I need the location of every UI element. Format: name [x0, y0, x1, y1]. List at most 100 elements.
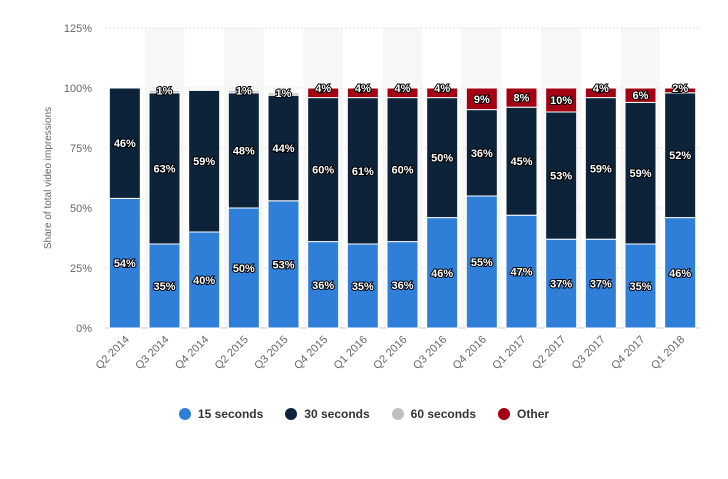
- bar-segment[interactable]: [465, 87, 498, 111]
- bar-segment[interactable]: [307, 241, 340, 329]
- bar-segment[interactable]: [346, 87, 379, 99]
- legend-item[interactable]: 15 seconds: [178, 407, 264, 421]
- x-tick-label: Q1 2017: [490, 334, 528, 372]
- legend-marker-icon: [285, 408, 298, 420]
- bar-segment[interactable]: [545, 238, 578, 329]
- bar-segment[interactable]: [465, 195, 498, 329]
- bar-segment[interactable]: [584, 97, 617, 240]
- bar-segment[interactable]: [267, 200, 300, 329]
- data-label: 4%: [315, 83, 331, 95]
- data-label: 60%: [391, 165, 413, 177]
- bar-segment[interactable]: [227, 92, 260, 209]
- bar-segment[interactable]: [188, 89, 221, 233]
- bar-segment[interactable]: [307, 87, 340, 99]
- bar-segment[interactable]: [664, 217, 697, 329]
- bar-segment[interactable]: [148, 89, 181, 94]
- bar-segment[interactable]: [426, 217, 459, 329]
- data-label: 37%: [590, 279, 612, 291]
- legend: 15 seconds 30 seconds 60 seconds Other: [0, 407, 728, 421]
- x-tick-label: Q2 2017: [530, 334, 568, 372]
- data-label: 1%: [236, 85, 252, 97]
- bar-segment[interactable]: [148, 243, 181, 329]
- legend-label: 30 seconds: [304, 407, 370, 421]
- bar-segment[interactable]: [346, 243, 379, 329]
- bar-segment[interactable]: [267, 92, 300, 96]
- bar-segment[interactable]: [664, 92, 697, 219]
- data-label: 46%: [431, 268, 453, 280]
- x-tick-label: Q4 2015: [292, 334, 330, 372]
- y-tick-label: 125%: [64, 23, 92, 35]
- bar-segment[interactable]: [584, 238, 617, 329]
- data-label: 4%: [434, 83, 450, 95]
- bar-segment[interactable]: [624, 243, 657, 329]
- y-tick-label: 75%: [70, 143, 92, 155]
- data-label: 4%: [593, 83, 609, 95]
- bar-segment[interactable]: [108, 87, 141, 199]
- x-tick-label: Q2 2016: [371, 334, 409, 372]
- bar-segment[interactable]: [624, 101, 657, 245]
- y-tick-label: 50%: [70, 203, 92, 215]
- y-tick-label: 25%: [70, 263, 92, 275]
- legend-marker-icon: [391, 408, 404, 420]
- x-tick-label: Q3 2016: [411, 334, 449, 372]
- x-tick-label: Q3 2017: [570, 334, 608, 372]
- bar-segment[interactable]: [505, 214, 538, 329]
- data-label: 1%: [276, 88, 292, 100]
- data-label: 50%: [431, 153, 453, 165]
- data-label: 59%: [193, 156, 215, 168]
- legend-item[interactable]: Other: [498, 407, 549, 421]
- bar-segment[interactable]: [307, 97, 340, 243]
- data-label: 1%: [157, 85, 173, 97]
- data-label: 55%: [471, 257, 493, 269]
- bar-segment[interactable]: [108, 197, 141, 329]
- data-label: 37%: [550, 279, 572, 291]
- y-tick-label: 0%: [76, 323, 92, 335]
- data-label: 52%: [669, 150, 691, 162]
- bar-segment[interactable]: [584, 87, 617, 99]
- bar-segment[interactable]: [386, 87, 419, 99]
- bar-segment[interactable]: [505, 87, 538, 108]
- bar-segment[interactable]: [227, 207, 260, 329]
- legend-item[interactable]: 30 seconds: [285, 407, 370, 421]
- x-tick-label: Q2 2015: [213, 334, 251, 372]
- legend-label: 60 seconds: [410, 407, 477, 421]
- bar-segment[interactable]: [386, 97, 419, 243]
- data-label: 54%: [114, 258, 136, 270]
- data-label: 36%: [391, 280, 413, 292]
- data-label: 2%: [672, 83, 688, 95]
- data-label: 8%: [514, 93, 530, 105]
- bar-segment[interactable]: [545, 111, 578, 240]
- x-tick-label: Q1 2018: [649, 334, 687, 372]
- data-label: 4%: [355, 83, 371, 95]
- data-label: 53%: [550, 171, 572, 183]
- x-tick-label: Q3 2014: [133, 334, 171, 372]
- bar-segment[interactable]: [545, 87, 578, 113]
- y-axis-label: Share of total video impressions: [43, 107, 54, 249]
- data-label: 36%: [471, 148, 493, 160]
- bar-segment[interactable]: [664, 87, 697, 94]
- data-label: 53%: [272, 259, 294, 271]
- y-tick-label: 100%: [64, 83, 92, 95]
- data-label: 59%: [629, 168, 651, 180]
- legend-marker-icon: [498, 408, 511, 420]
- data-label: 44%: [272, 143, 294, 155]
- data-label: 4%: [395, 83, 411, 95]
- data-label: 45%: [510, 156, 532, 168]
- bar-segment[interactable]: [227, 89, 260, 94]
- x-tick-label: Q4 2016: [451, 334, 489, 372]
- bar-segment[interactable]: [624, 87, 657, 103]
- data-label: 48%: [233, 145, 255, 157]
- legend-item[interactable]: 60 seconds: [391, 407, 477, 421]
- legend-marker-icon: [178, 408, 191, 420]
- legend-label: 15 seconds: [197, 407, 264, 421]
- bar-segment[interactable]: [465, 109, 498, 197]
- data-label: 6%: [633, 90, 649, 102]
- data-label: 46%: [114, 138, 136, 150]
- bar-segment[interactable]: [426, 87, 459, 99]
- x-tick-label: Q2 2014: [94, 334, 132, 372]
- data-label: 35%: [352, 281, 374, 293]
- data-label: 59%: [590, 163, 612, 175]
- x-tick-label: Q4 2014: [173, 334, 211, 372]
- chart-svg: 0% 25% 50% 75% 100% 125% Share of total video …: [43, 23, 700, 372]
